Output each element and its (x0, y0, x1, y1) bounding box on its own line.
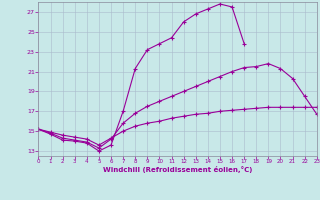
X-axis label: Windchill (Refroidissement éolien,°C): Windchill (Refroidissement éolien,°C) (103, 166, 252, 173)
